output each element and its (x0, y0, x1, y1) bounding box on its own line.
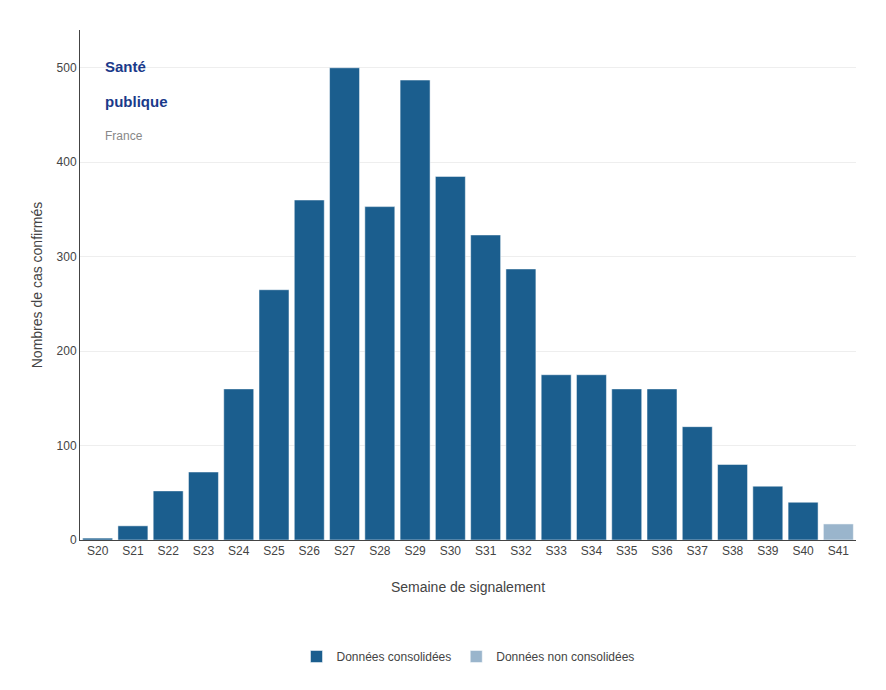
svg-text:S28: S28 (369, 544, 391, 558)
svg-text:Santé: Santé (105, 58, 146, 75)
svg-text:S29: S29 (404, 544, 426, 558)
svg-text:S27: S27 (334, 544, 356, 558)
svg-text:S39: S39 (757, 544, 779, 558)
svg-text:S23: S23 (193, 544, 215, 558)
svg-text:S25: S25 (263, 544, 285, 558)
svg-text:S26: S26 (299, 544, 321, 558)
svg-text:S37: S37 (687, 544, 709, 558)
svg-text:Données non consolidées: Données non consolidées (496, 650, 634, 664)
svg-text:300: 300 (57, 250, 77, 264)
svg-text:S36: S36 (651, 544, 673, 558)
svg-text:Semaine de signalement: Semaine de signalement (391, 579, 545, 595)
svg-text:S32: S32 (510, 544, 532, 558)
svg-text:100: 100 (57, 439, 77, 453)
svg-text:500: 500 (57, 61, 77, 75)
svg-text:S30: S30 (440, 544, 462, 558)
svg-text:S20: S20 (87, 544, 109, 558)
svg-text:S33: S33 (546, 544, 568, 558)
svg-text:Nombres de cas confirmés: Nombres de cas confirmés (29, 202, 45, 369)
svg-text:400: 400 (57, 155, 77, 169)
svg-text:S40: S40 (792, 544, 814, 558)
svg-text:200: 200 (57, 344, 77, 358)
svg-text:S31: S31 (475, 544, 497, 558)
svg-text:Données consolidées: Données consolidées (337, 650, 452, 664)
svg-text:S38: S38 (722, 544, 744, 558)
svg-text:S34: S34 (581, 544, 603, 558)
svg-text:S35: S35 (616, 544, 638, 558)
svg-text:S21: S21 (122, 544, 144, 558)
svg-text:S41: S41 (828, 544, 850, 558)
svg-text:publique: publique (105, 93, 168, 110)
svg-text:S24: S24 (228, 544, 250, 558)
svg-text:France: France (105, 129, 143, 143)
svg-text:0: 0 (70, 533, 77, 547)
svg-text:S22: S22 (158, 544, 180, 558)
